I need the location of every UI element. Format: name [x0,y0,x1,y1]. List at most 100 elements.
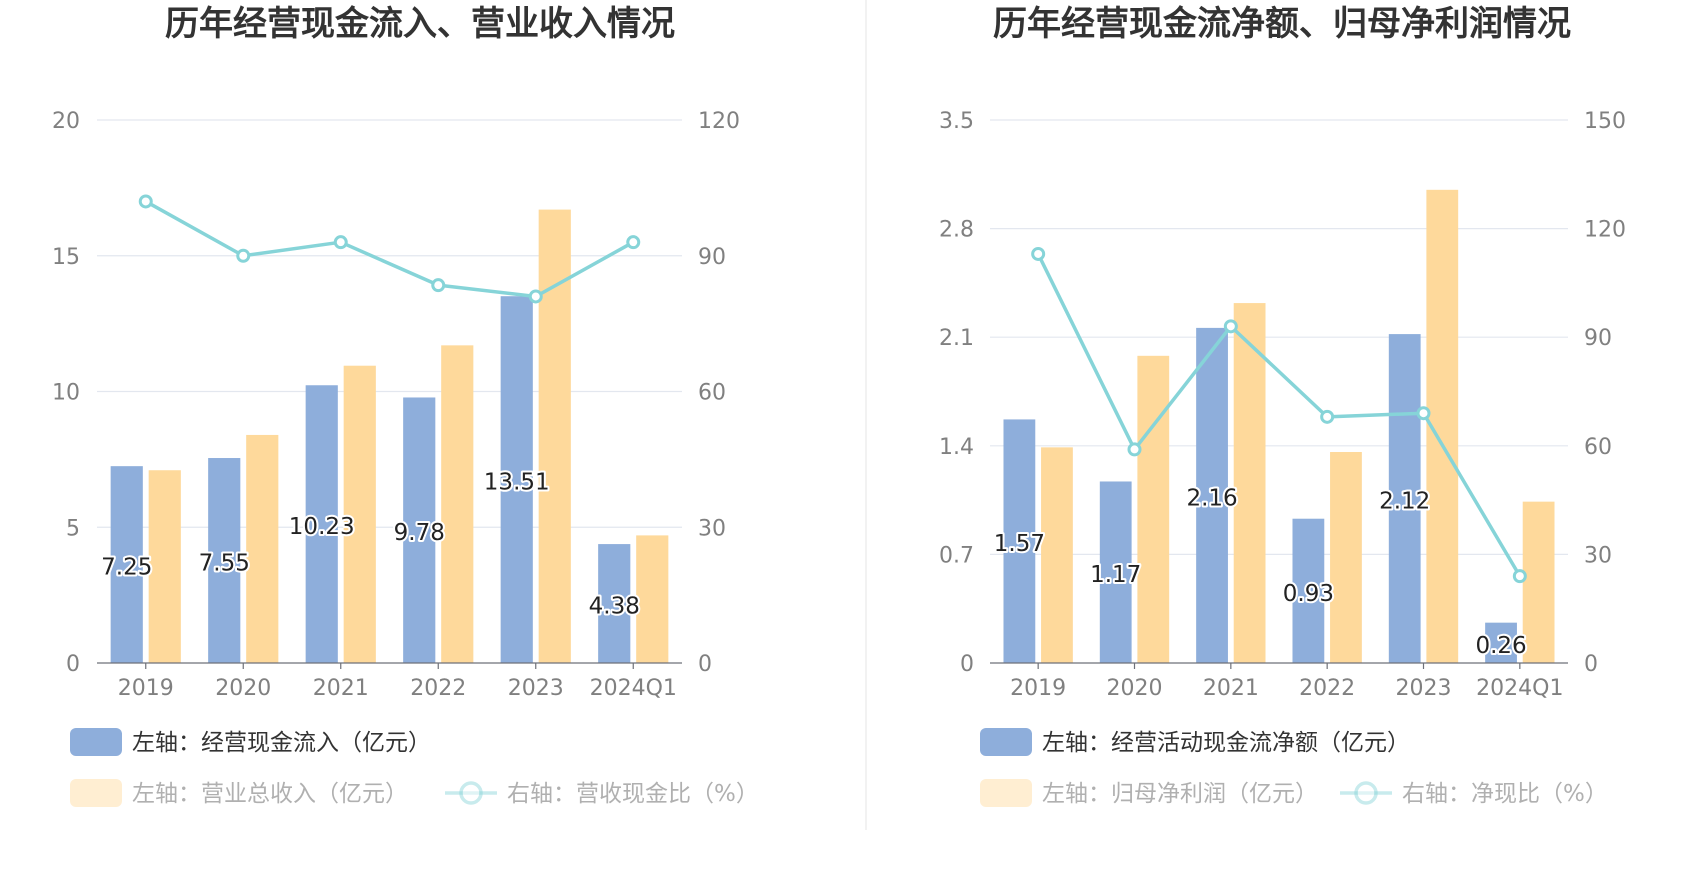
data-labels: 7.25 7.55 10.23 9.78 13.51 4.38 [99,468,642,622]
line-point [1223,319,1238,334]
data-labels: 1.57 1.17 2.16 0.93 2.12 0.26 [992,483,1529,660]
data-label: 1.17 [1090,562,1141,588]
legend-swatch-secondary [70,779,122,807]
left-tick-label: 3.5 [939,109,974,134]
line-point [333,235,348,250]
right-tick-label: 90 [698,245,726,270]
bar-secondary [148,470,181,663]
bar-primary [1196,327,1228,663]
bar-primary [403,397,436,663]
chart-panel-net-cash-flow: 历年经营现金流净额、归母净利润情况 0 0.7 1.4 2.1 2.8 3.5 0 30 60… [939,4,1626,807]
legend-line-marker [459,781,483,805]
data-label: 1.57 [994,531,1045,557]
bar-secondary [1522,501,1555,663]
grid-lines [990,119,1568,556]
line-point [236,248,251,263]
data-label: 7.25 [101,555,152,581]
x-tick-label: 2023 [1396,676,1452,701]
x-axis-ticks: 2019 2020 2021 2022 2023 2024Q1 [1010,663,1563,701]
legend-swatch-primary [980,728,1032,756]
line-series [138,194,641,304]
legend-label: 左轴：归母净利润（亿元） [1042,781,1318,807]
x-tick-label: 2021 [313,676,369,701]
right-tick-label: 30 [698,516,726,541]
line-point [1512,569,1527,584]
data-label: 2.12 [1379,489,1430,515]
data-label: 4.38 [589,594,640,620]
left-tick-label: 2.8 [939,218,974,243]
line-point [431,278,446,293]
data-label: 9.78 [394,520,445,546]
bar-secondary [1330,452,1362,663]
bar-primary [1292,518,1325,663]
left-tick-label: 0 [66,652,80,677]
right-axis-ticks: 0 30 60 90 120 150 [1584,109,1626,677]
line-point [1416,406,1431,421]
x-tick-label: 2020 [215,676,271,701]
bar-secondary [441,345,474,663]
x-tick-label: 2020 [1107,676,1163,701]
left-tick-label: 2.1 [939,326,974,351]
data-label: 0.93 [1283,581,1334,607]
bar-secondary [246,434,279,663]
bar-primary [1388,334,1421,663]
right-tick-label: 120 [698,109,740,134]
legend-label: 右轴：营收现金比（%） [507,781,759,807]
left-tick-label: 5 [66,516,80,541]
line-point [138,194,153,209]
bar-secondary [1233,303,1266,663]
line-path [144,199,635,299]
bar-primary [1485,622,1517,663]
left-axis-ticks: 0 0.7 1.4 2.1 2.8 3.5 [939,109,974,677]
right-tick-label: 0 [1584,652,1598,677]
bar-secondary [538,209,571,663]
bar-primary [598,544,631,663]
line-path [1036,253,1522,578]
x-tick-label: 2022 [410,676,466,701]
bar-marks [110,209,669,663]
line-point [1127,442,1142,457]
legend-label: 左轴：经营现金流入（亿元） [132,730,431,756]
x-tick-label: 2024Q1 [1476,676,1563,701]
x-tick-label: 2019 [1010,676,1066,701]
left-tick-label: 20 [52,109,80,134]
line-point [626,235,641,250]
left-tick-label: 1.4 [939,435,974,460]
line-series [1031,246,1527,584]
legend: 左轴：经营现金流入（亿元） 左轴：营业总收入（亿元） 右轴：营收现金比（%） [70,728,759,807]
bar-primary [208,458,241,663]
bar-secondary [1041,447,1073,663]
legend-line-marker [1354,781,1378,805]
right-tick-label: 60 [698,381,726,406]
left-tick-label: 10 [52,381,80,406]
x-tick-label: 2024Q1 [590,676,677,701]
data-label: 2.16 [1186,485,1237,511]
line-point [1031,246,1046,261]
bar-secondary [1137,355,1170,663]
chart-title: 历年经营现金流入、营业收入情况 [165,4,675,44]
right-tick-label: 150 [1584,109,1626,134]
right-tick-label: 90 [1584,326,1612,351]
bar-primary [1003,419,1036,663]
x-tick-label: 2021 [1203,676,1259,701]
chart-panel-cash-inflow: 历年经营现金流入、营业收入情况 0 5 10 15 20 0 30 60 90 120 2019… [52,4,759,807]
grid-lines [97,119,682,528]
chart-title: 历年经营现金流净额、归母净利润情况 [993,4,1571,44]
right-tick-label: 30 [1584,543,1612,568]
bar-primary [1099,481,1132,663]
legend-label: 左轴：经营活动现金流净额（亿元） [1042,730,1410,756]
x-tick-label: 2022 [1299,676,1355,701]
right-axis-ticks: 0 30 60 90 120 [698,109,740,677]
legend: 左轴：经营活动现金流净额（亿元） 左轴：归母净利润（亿元） 右轴：净现比（%） [980,728,1608,807]
legend-label: 右轴：净现比（%） [1402,781,1608,807]
data-label: 7.55 [199,551,250,577]
bar-primary [110,466,143,663]
left-tick-label: 0.7 [939,543,974,568]
x-tick-label: 2019 [118,676,174,701]
left-axis-ticks: 0 5 10 15 20 [52,109,80,677]
right-tick-label: 0 [698,652,712,677]
legend-label: 左轴：营业总收入（亿元） [132,781,408,807]
x-tick-label: 2023 [508,676,564,701]
